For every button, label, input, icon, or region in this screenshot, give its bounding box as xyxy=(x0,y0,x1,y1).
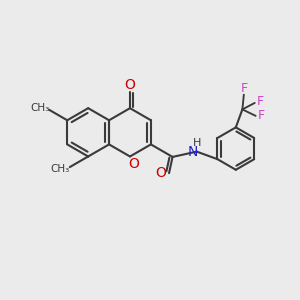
Text: O: O xyxy=(128,158,139,171)
Text: F: F xyxy=(241,82,248,95)
Text: F: F xyxy=(258,110,265,122)
Text: CH₃: CH₃ xyxy=(30,103,50,113)
Text: F: F xyxy=(257,95,264,108)
Text: N: N xyxy=(188,145,198,159)
Text: O: O xyxy=(124,78,135,92)
Text: O: O xyxy=(155,166,166,180)
Text: H: H xyxy=(193,138,201,148)
Text: CH₃: CH₃ xyxy=(51,164,70,173)
